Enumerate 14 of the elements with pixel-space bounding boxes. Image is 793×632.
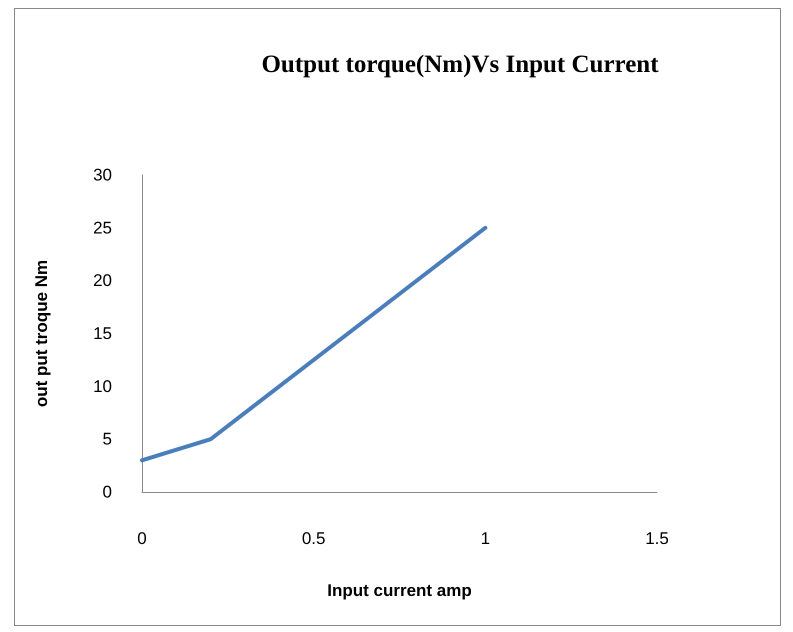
y-tick-label: 20 [93, 271, 112, 290]
x-tick-label: 0 [137, 529, 147, 548]
x-tick-label: 0.5 [302, 529, 326, 548]
x-tick-label: 1 [480, 529, 490, 548]
y-tick-label: 15 [93, 324, 112, 343]
y-tick-label: 5 [102, 430, 112, 449]
x-axis-title: Input current amp [327, 581, 472, 600]
y-tick-label: 25 [93, 218, 112, 238]
chart-title: Output torque(Nm)Vs Input Current [261, 51, 660, 78]
y-axis-title: out put troque Nm [32, 260, 51, 408]
y-tick-label: 10 [93, 376, 112, 396]
y-tick-label: 0 [102, 482, 112, 502]
y-tick-label: 30 [93, 166, 112, 184]
x-tick-label: 1.5 [645, 529, 669, 548]
